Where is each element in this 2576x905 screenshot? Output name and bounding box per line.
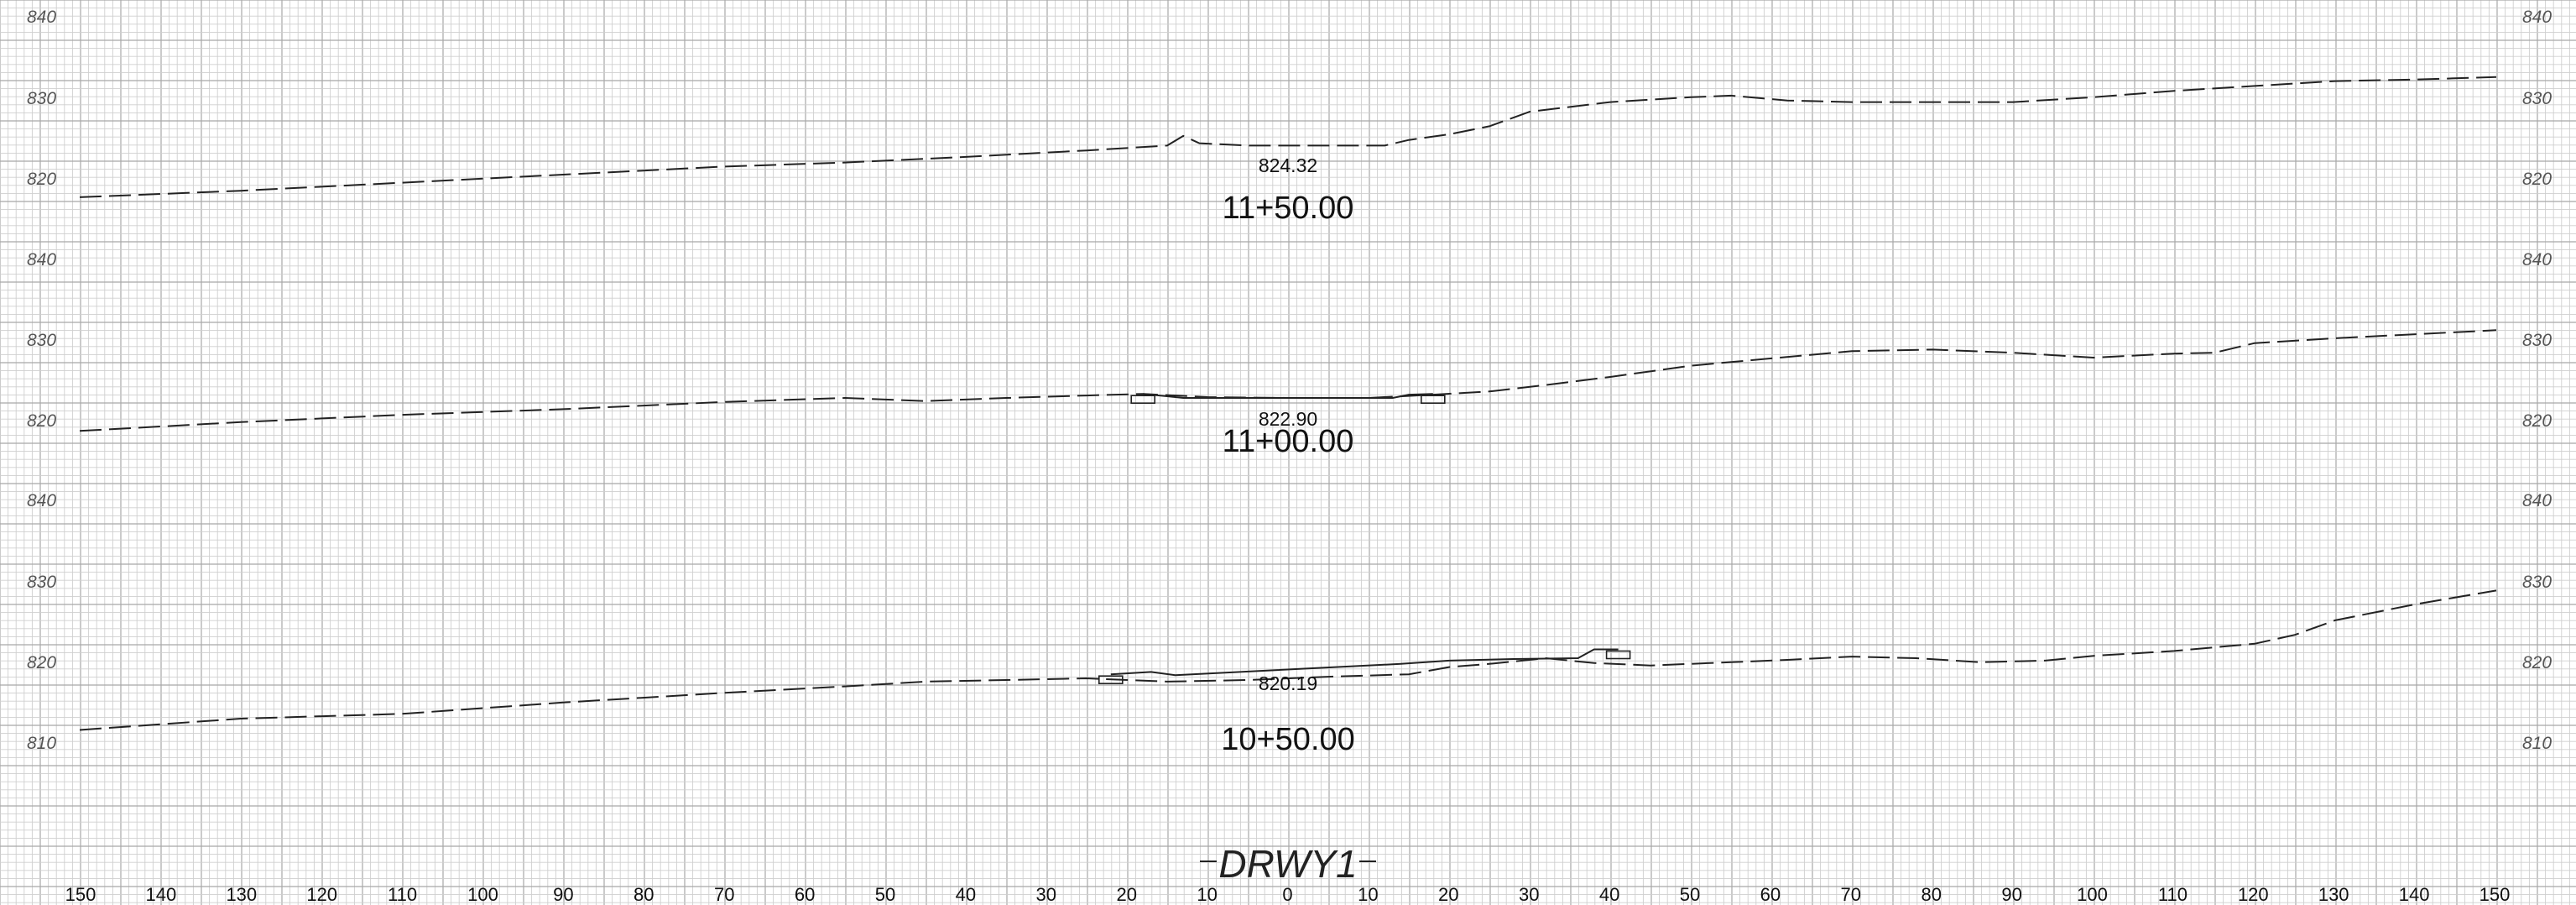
elevation-label: 840 [27, 491, 56, 510]
curb-section [1130, 395, 1155, 405]
elevation-label: 820 [2522, 653, 2552, 672]
offset-axis-label: 10 [1197, 884, 1217, 905]
left-elevation-labels: 840 830 820 840 830 820 840 830 820 810 [27, 8, 56, 753]
offset-axis-label: 70 [1841, 884, 1861, 905]
elevation-label: 820 [27, 411, 56, 431]
offset-axis-label: 50 [1680, 884, 1700, 905]
elevation-label: 830 [2522, 573, 2552, 592]
station-label: 11+50.00 [1223, 191, 1354, 226]
elevation-label: 840 [27, 8, 56, 27]
offset-axis-label: 130 [2318, 884, 2349, 905]
drawing-title: DRWY1 [1218, 842, 1357, 886]
offset-axis-label: 60 [1760, 884, 1781, 905]
existing-ground-profile [79, 76, 2497, 198]
offset-axis-label: 120 [2238, 884, 2269, 905]
offset-axis-label: 20 [1116, 884, 1136, 905]
existing-ground-profile [79, 329, 2497, 432]
station-label: 11+00.00 [1223, 424, 1354, 459]
offset-axis-label: 20 [1438, 884, 1458, 905]
elevation-label: 830 [27, 89, 56, 108]
elevation-label: 830 [2522, 331, 2552, 350]
offset-axis-label: 40 [1599, 884, 1619, 905]
elevation-label: 830 [27, 331, 56, 350]
offset-axis-label: 150 [2480, 884, 2511, 905]
elevation-label: 810 [27, 734, 56, 753]
offset-axis: 150 140 130 120 110 100 90 80 70 60 50 40 30 20 10 0 10 2… [65, 884, 2511, 905]
finished-grade-elevation: 822.90 [1259, 408, 1317, 430]
right-elevation-labels: 840 830 820 840 830 820 840 830 820 810 [2522, 8, 2552, 753]
offset-axis-label: 140 [146, 884, 177, 905]
offset-axis-label: 80 [634, 884, 654, 905]
elevation-label: 820 [27, 653, 56, 672]
offset-axis-label: 40 [956, 884, 976, 905]
curb-section [1098, 675, 1124, 685]
offset-axis-label: 100 [2077, 884, 2108, 905]
offset-axis-label: 110 [388, 884, 417, 905]
curb-section [1421, 395, 1446, 405]
offset-axis-label: 90 [2001, 884, 2021, 905]
finished-grade-elevation: 824.32 [1259, 154, 1317, 176]
offset-axis-label: 120 [306, 884, 337, 905]
elevation-label: 830 [27, 573, 56, 592]
station-label: 10+50.00 [1221, 722, 1355, 757]
elevation-label: 840 [2522, 8, 2552, 27]
drawing-title-block: DRWY1 [1200, 842, 1376, 886]
offset-axis-label: 100 [467, 884, 498, 905]
offset-axis-label: 90 [553, 884, 573, 905]
elevation-label: 820 [2522, 170, 2552, 189]
offset-axis-label: 70 [714, 884, 734, 905]
elevation-label: 840 [2522, 250, 2552, 269]
offset-axis-label: 0 [1282, 884, 1292, 905]
offset-axis-label: 50 [875, 884, 895, 905]
offset-axis-label: 110 [2158, 884, 2188, 905]
offset-axis-label: 30 [1519, 884, 1539, 905]
elevation-label: 840 [2522, 491, 2552, 510]
elevation-label: 830 [2522, 89, 2552, 108]
elevation-label: 820 [2522, 411, 2552, 431]
proposed-driveway-profile [1143, 393, 1433, 399]
section-profiles [79, 76, 2497, 731]
finished-grade-elevation: 820.19 [1259, 672, 1317, 694]
offset-axis-label: 60 [795, 884, 815, 905]
elevation-label: 810 [2522, 734, 2552, 753]
offset-axis-label: 80 [1921, 884, 1941, 905]
offset-axis-label: 30 [1036, 884, 1056, 905]
offset-axis-label: 10 [1358, 884, 1378, 905]
offset-axis-label: 130 [226, 884, 257, 905]
offset-axis-label: 150 [65, 884, 96, 905]
curb-section [1605, 650, 1631, 660]
elevation-label: 820 [27, 170, 56, 189]
elevation-label: 840 [27, 250, 56, 269]
proposed-driveway-profile [1110, 648, 1619, 677]
offset-axis-label: 140 [2399, 884, 2430, 905]
section-labels: 824.32 11+50.00 822.90 11+00.00 820.19 1… [1221, 154, 1355, 757]
